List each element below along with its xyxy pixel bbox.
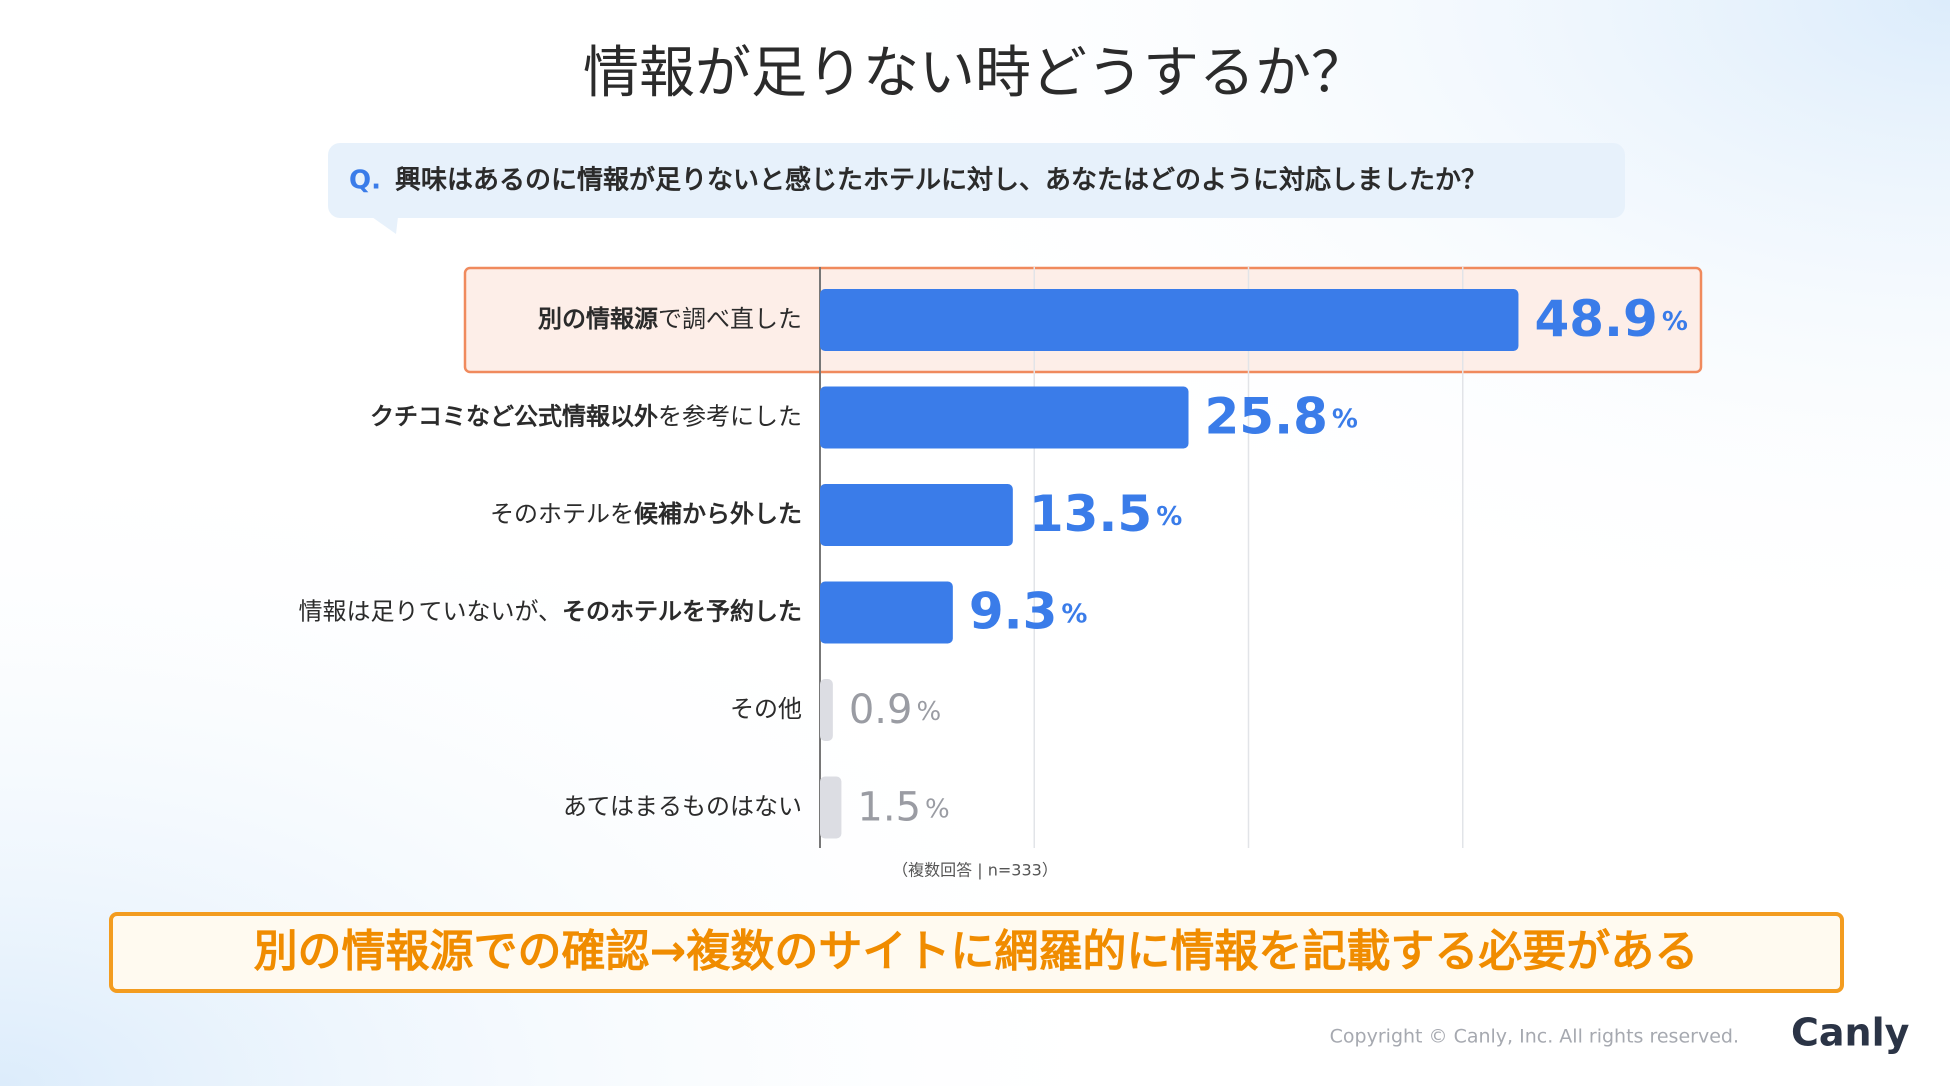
label-part: を参考にした <box>658 403 802 431</box>
value-unit: % <box>1061 599 1087 629</box>
question: 興味はあるのに情報が足りないと感じたホテルに対し、あなたはどのように対応しました… <box>395 165 1487 196</box>
note: （複数回答 | n=333） <box>892 861 1058 880</box>
value-label: 1.5% <box>857 785 949 831</box>
value-number: 9.3 <box>969 582 1058 640</box>
bar <box>820 776 842 839</box>
value-unit: % <box>916 697 941 727</box>
value-label: 25.8% <box>1205 387 1358 445</box>
y-tick-label: 情報は足りていないが、そのホテルを予約した <box>298 598 802 626</box>
value-number: 48.9 <box>1534 290 1657 348</box>
y-tick-label: 別の情報源で調べ直した <box>538 305 802 333</box>
value-label: 0.9% <box>849 687 941 733</box>
value-number: 13.5 <box>1029 485 1152 543</box>
label-part: そのホテルを予約した <box>562 598 802 626</box>
value-unit: % <box>1662 307 1688 337</box>
bar <box>820 484 1013 546</box>
label-part: あてはまるものはない <box>563 793 802 821</box>
question-tail <box>372 217 398 234</box>
value-number: 25.8 <box>1205 387 1328 445</box>
y-tick-label: あてはまるものはない <box>563 793 802 821</box>
label-part: その他 <box>730 695 802 723</box>
y-tick-label: その他 <box>730 695 802 723</box>
conclusion: 別の情報源での確認→複数のサイトに網羅的に情報を記載する必要がある <box>254 926 1699 977</box>
value-unit: % <box>1332 404 1358 434</box>
value-label: 13.5% <box>1029 485 1182 543</box>
copyright: Copyright © Canly, Inc. All rights reser… <box>1330 1026 1739 1048</box>
value-number: 0.9 <box>849 687 913 733</box>
plot: 別の情報源で調べ直した 48.9 % クチコミなど公式情報以外を参考にした 25.8 % そ… <box>298 266 1703 848</box>
value-unit: % <box>925 794 950 824</box>
logo: Canly <box>1791 1011 1910 1055</box>
value-label: 48.9% <box>1534 290 1687 348</box>
label-part: 候補から外した <box>634 500 802 528</box>
value-label: 9.3% <box>969 582 1088 640</box>
question-box <box>328 143 1625 218</box>
label-part: そのホテルを <box>490 500 634 528</box>
y-tick-label: クチコミなど公式情報以外を参考にした <box>370 403 802 431</box>
label-part: で調べ直した <box>658 305 802 333</box>
bar <box>820 581 953 644</box>
bar <box>820 289 1519 351</box>
chart-title: 情報が足りない時どうするか？ <box>583 41 1367 106</box>
label-part: 情報は足りていないが、 <box>298 598 562 626</box>
bar <box>820 679 833 741</box>
conclusion-box <box>109 912 1844 993</box>
question-prefix: Q. <box>349 166 381 196</box>
bar <box>820 386 1189 449</box>
value-unit: % <box>1156 502 1182 532</box>
value-number: 1.5 <box>857 785 921 831</box>
label-part: クチコミなど公式情報以外 <box>370 403 658 431</box>
label-part: 別の情報源 <box>538 305 658 333</box>
y-tick-label: そのホテルを候補から外した <box>490 500 802 528</box>
